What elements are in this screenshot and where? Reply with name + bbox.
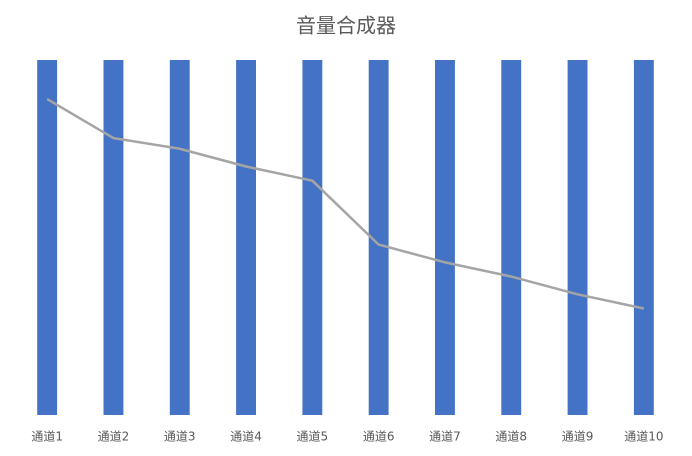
bar: [368, 60, 389, 415]
x-tick-label: 通道8: [495, 430, 527, 444]
x-tick-label: 通道9: [562, 430, 594, 444]
x-tick-label: 通道2: [98, 430, 130, 444]
line: [46, 97, 645, 310]
bar: [633, 60, 654, 415]
bar: [236, 60, 256, 415]
bar: [37, 60, 58, 415]
x-tick-label: 通道10: [624, 430, 663, 444]
chart-title: 音量合成器: [296, 14, 396, 38]
x-tick-label: 通道3: [164, 430, 196, 444]
bar: [435, 60, 455, 415]
bar: [302, 60, 323, 415]
bar: [501, 60, 522, 415]
bar: [567, 60, 588, 415]
bar: [103, 60, 124, 415]
x-tick-label: 通道4: [230, 430, 262, 444]
x-tick-label: 通道7: [429, 430, 461, 444]
bar: [169, 60, 190, 415]
x-tick-label: 通道6: [363, 430, 395, 444]
x-tick-label: 通道1: [31, 430, 63, 444]
x-tick-label: 通道5: [297, 430, 329, 444]
